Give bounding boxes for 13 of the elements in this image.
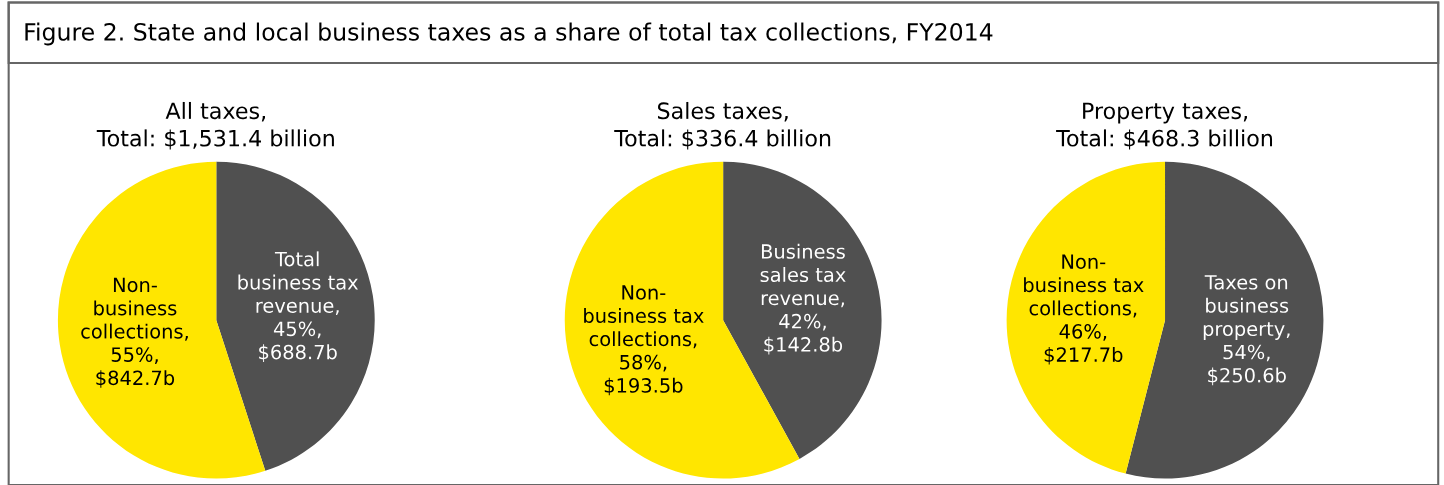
chart-title: Property taxes, Total: $468.3 billion — [1056, 102, 1273, 150]
slice-label: Total business tax revenue, 45%, $688.7b — [238, 251, 359, 362]
slice-label: Non- business collections, 55%, $842.7b — [81, 277, 188, 388]
chart-title: All taxes, Total: $1,531.4 billion — [96, 101, 334, 150]
slice-label: Taxes on business property, 54%, $250.6b — [1203, 275, 1290, 386]
chart-title: Sales taxes, Total: $336.4 billion — [614, 101, 831, 150]
slice-label: Business sales tax revenue, 42%, $142.8b — [760, 243, 846, 355]
slice-label: Non- business tax collections, 46%, $217.7b — [1024, 254, 1144, 365]
pie-slice — [1006, 161, 1166, 474]
pie-slice — [723, 161, 882, 459]
slice-label: Non- business tax collections, 58%, $193.5b — [584, 285, 704, 396]
pie-slice — [216, 161, 375, 471]
caption: Figure 2. State and local business taxes as a share of total tax collections, FY2014 — [25, 22, 993, 46]
